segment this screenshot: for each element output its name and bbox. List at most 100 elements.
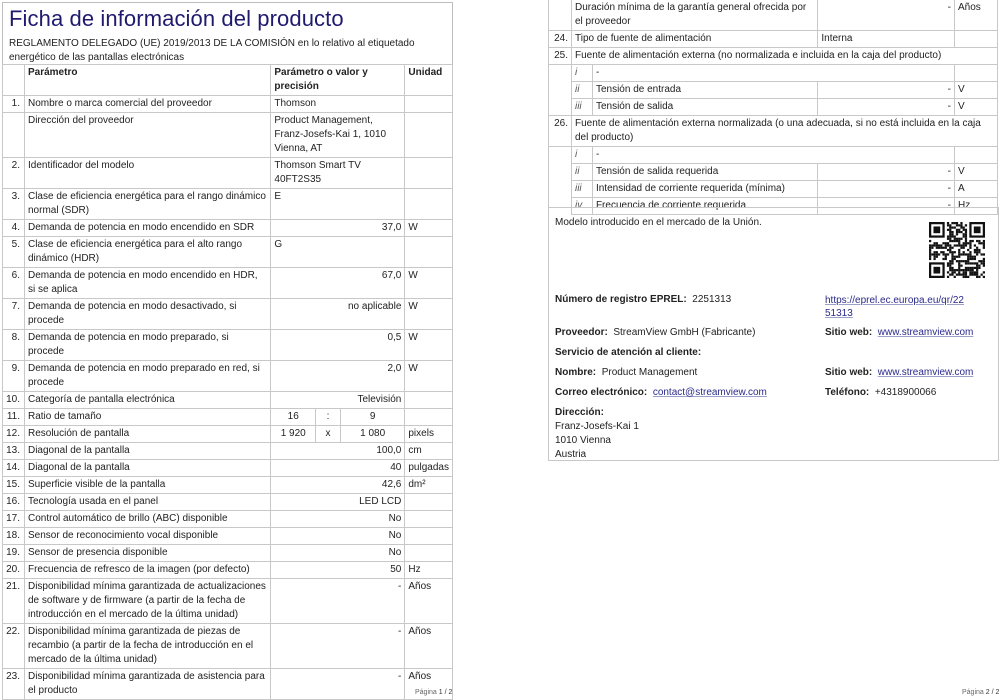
row-sub-index: iii	[570, 98, 593, 116]
qr-module	[955, 244, 959, 247]
qr-module	[964, 228, 968, 231]
table-row: Dirección del proveedor Product Managemen…	[2, 112, 453, 158]
table-row: 6. Demanda de potencia en modo encendido …	[2, 267, 453, 299]
qr-module	[976, 275, 979, 278]
qr-module	[964, 260, 968, 263]
qr-module	[949, 226, 952, 229]
qr-module	[964, 230, 968, 234]
qr-module	[946, 222, 950, 225]
row-parameter: Resolución de pantalla	[23, 425, 272, 443]
qr-module	[955, 222, 959, 225]
qr-module	[982, 246, 985, 249]
row-parameter: Demanda de potencia en modo preparado, s…	[23, 329, 272, 361]
row-value-part: x	[315, 425, 341, 443]
qr-module	[953, 244, 956, 247]
qr-module	[940, 244, 943, 247]
row-parameter: Tensión de salida	[591, 98, 819, 116]
qr-module	[944, 244, 947, 247]
qr-module	[935, 246, 938, 249]
qr-module	[929, 255, 932, 258]
row-unit: V	[954, 81, 998, 99]
row-value: -	[270, 668, 406, 700]
qr-module	[933, 266, 941, 274]
email-link[interactable]: contact@streamview.com	[652, 387, 767, 398]
eprel-link[interactable]: https://eprel.ec.europa.eu/qr/22 51313	[825, 295, 964, 319]
table-row: 14. Diagonal de la pantalla 40 pulgadas	[2, 459, 453, 477]
row-unit: W	[404, 329, 453, 361]
table-row: 10. Categoría de pantalla electrónica Tele…	[2, 391, 453, 409]
qr-module	[958, 251, 961, 254]
qr-module	[976, 248, 979, 252]
row-parameter: Categoría de pantalla electrónica	[23, 391, 272, 409]
qr-module	[978, 275, 981, 278]
qr-module	[969, 271, 972, 274]
qr-module	[944, 255, 947, 258]
table-row: 22. Disponibilidad mínima garantizada de …	[2, 623, 453, 669]
row-value: -	[270, 578, 406, 624]
qr-module	[962, 226, 965, 229]
qr-module	[960, 246, 963, 249]
row-unit	[404, 188, 453, 220]
row-parameter: Tensión de salida requerida	[591, 163, 819, 181]
row-parameter: Tecnología usada en el panel	[23, 493, 272, 511]
row-number	[2, 112, 25, 158]
qr-module	[964, 235, 968, 238]
qr-module	[978, 248, 981, 252]
qr-code-icon[interactable]	[929, 222, 985, 278]
row-number: 5.	[2, 236, 25, 268]
qr-module	[951, 222, 954, 225]
service-website-link[interactable]: www.streamview.com	[877, 367, 974, 378]
qr-module	[967, 266, 970, 270]
row-parameter: Demanda de potencia en modo preparado en…	[23, 360, 272, 392]
qr-module	[960, 264, 963, 267]
row-value: 42,6	[270, 476, 406, 494]
qr-module	[958, 239, 961, 243]
row-parameter: Clase de eficiencia energética para el a…	[23, 236, 272, 268]
row-unit: Años	[954, 0, 998, 31]
qr-module	[976, 269, 979, 272]
qr-module	[973, 257, 977, 261]
qr-module	[982, 257, 985, 261]
row-unit: V	[954, 163, 998, 181]
table-row: 12. Resolución de pantalla 1 920 x 1 080 pixe…	[2, 425, 453, 443]
qr-module	[931, 246, 934, 249]
qr-module	[978, 266, 981, 270]
row-parameter: -	[591, 64, 956, 82]
table-row: 4. Demanda de potencia en modo encendido …	[2, 219, 453, 237]
website-link[interactable]: www.streamview.com	[877, 327, 974, 338]
qr-module	[951, 273, 954, 276]
qr-module	[982, 253, 985, 256]
qr-module	[980, 242, 983, 245]
qr-module	[964, 273, 968, 276]
qr-module	[982, 239, 985, 243]
qr-module	[942, 242, 945, 245]
row-value: 50	[270, 561, 406, 579]
row-parameter: Nombre o marca comercial del proveedor	[23, 95, 272, 113]
qr-module	[933, 226, 941, 234]
row-value: no aplicable	[270, 298, 406, 330]
row-unit: W	[404, 219, 453, 237]
qr-module	[935, 251, 938, 254]
qr-module	[978, 264, 981, 267]
row-sub-index: ii	[570, 81, 593, 99]
row-number: 3.	[2, 188, 25, 220]
eprel-number: Número de registro EPREL: 2251313	[555, 294, 732, 305]
qr-module	[976, 262, 979, 265]
table-row: 26. Fuente de alimentación externa normal…	[548, 115, 999, 147]
qr-module	[964, 242, 968, 245]
qr-module	[946, 237, 950, 240]
qr-module	[953, 239, 956, 243]
row-number: 12.	[2, 425, 25, 443]
qr-module	[929, 248, 932, 252]
qr-module	[969, 246, 972, 249]
row-unit: W	[404, 298, 453, 330]
qr-module	[949, 248, 952, 252]
qr-module	[964, 244, 968, 247]
qr-module	[962, 242, 965, 245]
qr-module	[944, 257, 947, 261]
qr-module	[949, 260, 952, 263]
row-unit: Años	[404, 578, 453, 624]
qr-module	[958, 228, 961, 231]
qr-module	[929, 257, 932, 261]
qr-module	[960, 244, 963, 247]
